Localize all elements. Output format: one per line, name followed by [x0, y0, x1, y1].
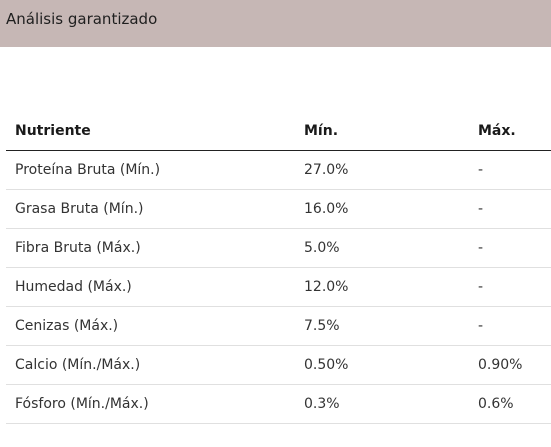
section-title: Análisis garantizado — [6, 10, 158, 28]
nutrient-cell: Proteína Bruta (Mín.) — [6, 150, 295, 190]
table-row: Fósforo (Mín./Máx.) 0.3% 0.6% — [6, 384, 551, 424]
table-row: Calcio (Mín./Máx.) 0.50% 0.90% — [6, 345, 551, 385]
nutrient-cell: Grasa Bruta (Mín.) — [6, 189, 295, 229]
column-header-min: Mín. — [295, 112, 469, 151]
table-row: Fibra Bruta (Máx.) 5.0% - — [6, 228, 551, 268]
nutrient-cell: Humedad (Máx.) — [6, 267, 295, 307]
table-row: Cenizas (Máx.) 7.5% - — [6, 306, 551, 346]
table-row: Grasa Bruta (Mín.) 16.0% - — [6, 189, 551, 229]
max-cell: - — [469, 189, 551, 229]
nutrient-cell: Fibra Bruta (Máx.) — [6, 228, 295, 268]
table-row: Proteína Bruta (Mín.) 27.0% - — [6, 150, 551, 190]
min-cell: 0.3% — [295, 384, 469, 424]
table-row: Humedad (Máx.) 12.0% - — [6, 267, 551, 307]
min-cell: 7.5% — [295, 306, 469, 346]
max-cell: - — [469, 150, 551, 190]
min-cell: 12.0% — [295, 267, 469, 307]
section-header: Análisis garantizado — [0, 0, 551, 47]
table-header-row: Nutriente Mín. Máx. — [6, 112, 551, 151]
guaranteed-analysis-table: Nutriente Mín. Máx. Proteína Bruta (Mín.… — [6, 112, 551, 424]
min-cell: 27.0% — [295, 150, 469, 190]
nutrient-cell: Cenizas (Máx.) — [6, 306, 295, 346]
min-cell: 16.0% — [295, 189, 469, 229]
max-cell: - — [469, 267, 551, 307]
max-cell: 0.6% — [469, 384, 551, 424]
nutrient-cell: Calcio (Mín./Máx.) — [6, 345, 295, 385]
min-cell: 5.0% — [295, 228, 469, 268]
column-header-nutrient: Nutriente — [6, 112, 295, 151]
max-cell: 0.90% — [469, 345, 551, 385]
nutrient-cell: Fósforo (Mín./Máx.) — [6, 384, 295, 424]
analysis-table-container: Nutriente Mín. Máx. Proteína Bruta (Mín.… — [6, 112, 551, 424]
min-cell: 0.50% — [295, 345, 469, 385]
column-header-max: Máx. — [469, 112, 551, 151]
max-cell: - — [469, 306, 551, 346]
max-cell: - — [469, 228, 551, 268]
